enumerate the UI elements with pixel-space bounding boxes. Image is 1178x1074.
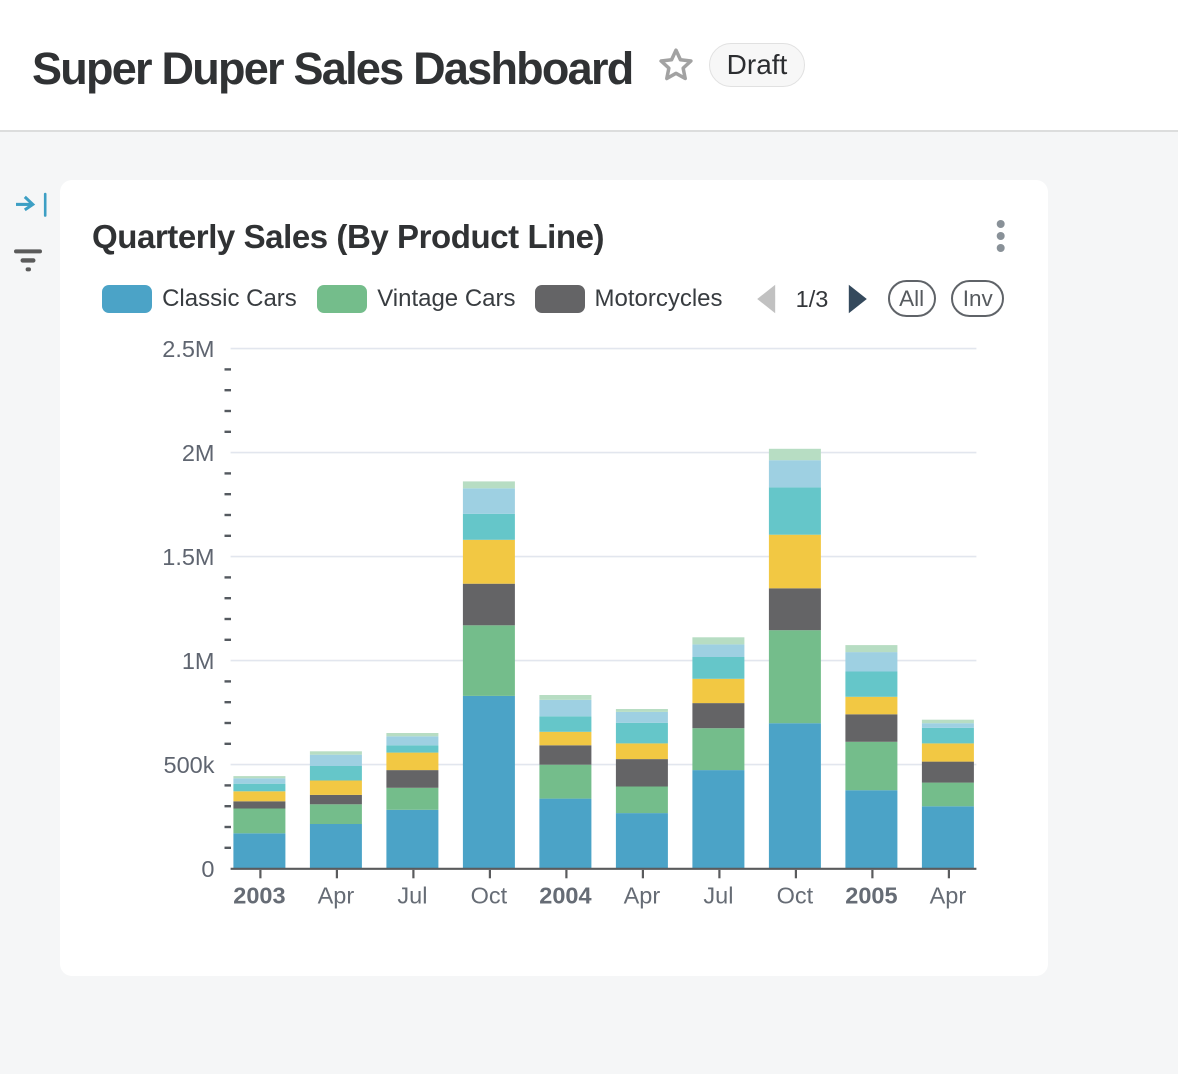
svg-text:Oct: Oct — [471, 883, 508, 909]
svg-text:2005: 2005 — [845, 883, 897, 909]
svg-text:1M: 1M — [182, 648, 215, 674]
svg-text:Jul: Jul — [703, 883, 733, 909]
svg-text:Oct: Oct — [777, 883, 814, 909]
svg-text:1.5M: 1.5M — [162, 544, 214, 570]
svg-text:Apr: Apr — [624, 883, 661, 909]
svg-text:Jul: Jul — [397, 883, 427, 909]
svg-text:0: 0 — [201, 856, 214, 882]
svg-text:Apr: Apr — [930, 883, 967, 909]
svg-text:Apr: Apr — [318, 883, 355, 909]
svg-text:2.5M: 2.5M — [162, 336, 214, 362]
svg-text:2004: 2004 — [539, 883, 591, 909]
svg-text:2003: 2003 — [233, 883, 285, 909]
svg-text:500k: 500k — [164, 752, 215, 778]
svg-text:2M: 2M — [182, 440, 215, 466]
